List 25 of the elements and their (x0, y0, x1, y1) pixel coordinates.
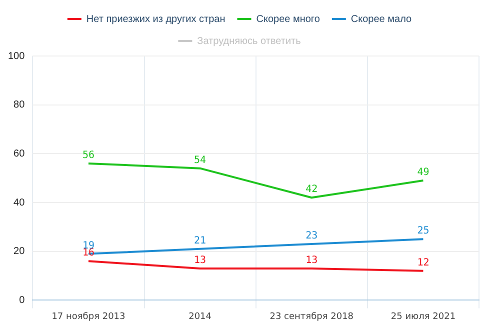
legend-label: Скорее мало (350, 14, 412, 25)
legend-label: Нет приезжих из других стран (86, 14, 226, 25)
y-tick-label: 80 (14, 100, 26, 111)
data-label: 13 (194, 255, 206, 266)
data-label: 54 (194, 154, 206, 166)
y-tick-label: 40 (14, 197, 26, 208)
y-tick-label: 100 (8, 50, 26, 62)
x-tick-label: 2014 (188, 312, 212, 322)
legend-label: Затрудняюсь ответить (197, 36, 301, 47)
data-label: 49 (417, 167, 430, 178)
data-label: 23 (306, 230, 318, 242)
x-tick-label: 17 ноября 2013 (52, 312, 126, 322)
data-label: 13 (306, 255, 318, 266)
y-tick-label: 0 (19, 294, 26, 306)
data-label: 21 (194, 236, 206, 247)
data-label: 42 (306, 184, 318, 196)
legend-label: Скорее много (256, 14, 320, 25)
data-label: 16 (82, 248, 94, 259)
data-label: 56 (82, 150, 94, 162)
y-tick-label: 60 (14, 148, 26, 160)
data-label: 25 (417, 226, 430, 237)
x-tick-label: 23 сентября 2018 (270, 312, 354, 322)
data-label: 12 (417, 257, 430, 268)
x-tick-label: 25 июля 2021 (390, 312, 456, 322)
y-tick-label: 20 (14, 246, 26, 258)
